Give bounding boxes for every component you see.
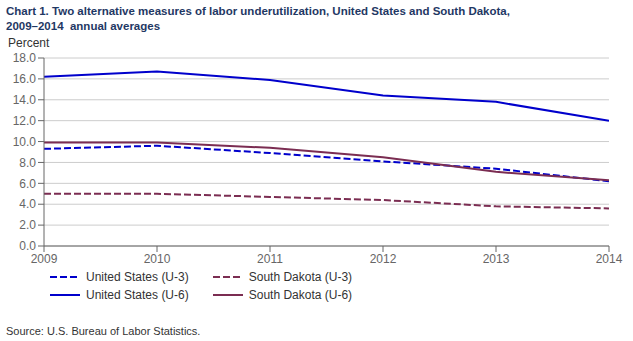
svg-text:2010: 2010 <box>144 252 171 266</box>
svg-text:2011: 2011 <box>257 252 283 266</box>
svg-text:18.0: 18.0 <box>13 51 37 65</box>
svg-text:10.0: 10.0 <box>13 135 37 149</box>
svg-text:2013: 2013 <box>483 252 510 266</box>
svg-text:12.0: 12.0 <box>13 114 37 128</box>
html-text:South Dakota (U-6): South Dakota (U-6) <box>248 288 353 302</box>
svg-text:2014: 2014 <box>596 252 623 266</box>
svg-text:14.0: 14.0 <box>13 93 37 107</box>
svg-text:2009: 2009 <box>31 252 58 266</box>
svg-text:8.0: 8.0 <box>19 156 36 170</box>
html-text:Percent: Percent <box>8 36 50 50</box>
svg-text:2012: 2012 <box>370 252 397 266</box>
html-text:United States (U-3): United States (U-3) <box>86 270 189 284</box>
html-text:United States (U-6): United States (U-6) <box>86 288 189 302</box>
svg-text:16.0: 16.0 <box>13 72 37 86</box>
html-text:2009–2014 annual averages: 2009–2014 annual averages <box>6 20 161 32</box>
svg-text:4.0: 4.0 <box>19 197 36 211</box>
svg-text:0.0: 0.0 <box>19 239 36 253</box>
html-text:Source: U.S. Bureau of Labor S: Source: U.S. Bureau of Labor Statistics. <box>6 325 201 337</box>
html-text:Chart 1. Two alternative measu: Chart 1. Two alternative measures of lab… <box>6 5 510 17</box>
svg-text:6.0: 6.0 <box>19 177 36 191</box>
svg-text:2.0: 2.0 <box>19 218 36 232</box>
html-text:South Dakota (U-3): South Dakota (U-3) <box>248 270 353 284</box>
